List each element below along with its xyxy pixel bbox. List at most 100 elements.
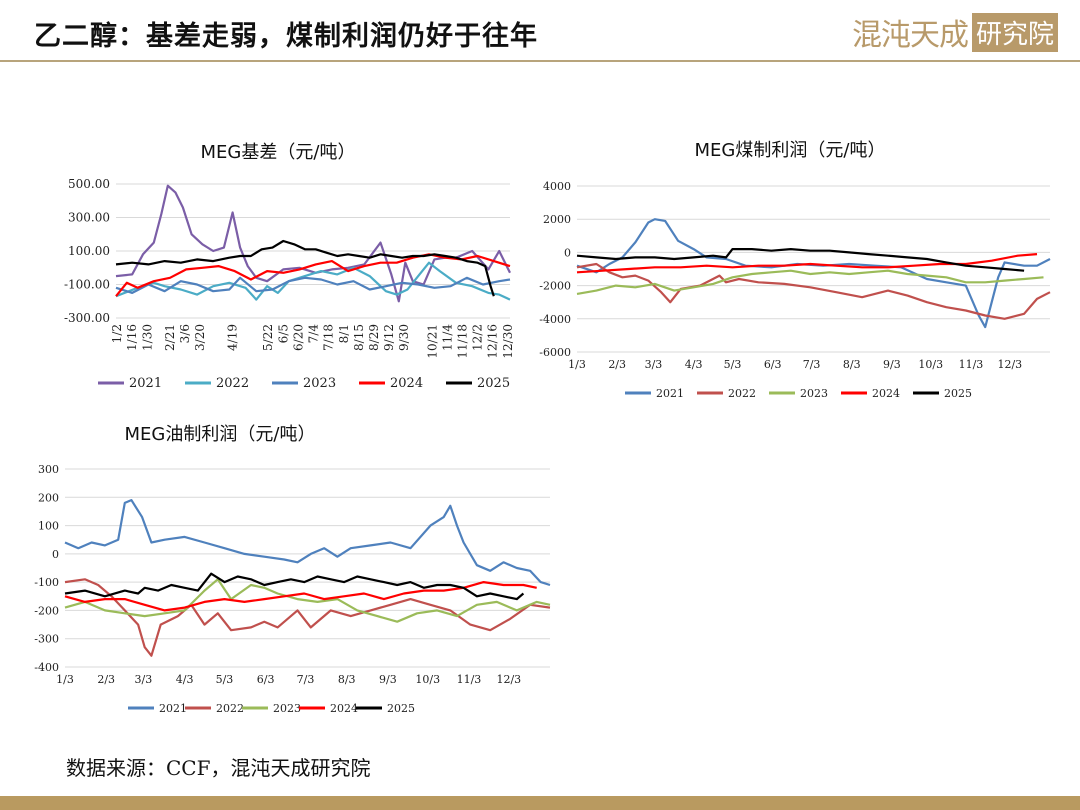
oil_profit-ytick-label: 0 [52,548,59,561]
basis-ytick-label: -300.00 [64,311,110,325]
basis-xtick-label: 7/4 [307,324,321,344]
oil_profit-series-2023 [64,578,551,623]
coal_profit-xtick-label: 12/3 [997,358,1022,371]
coal_profit-xtick-label: 11/3 [959,358,984,371]
basis-xtick-label: 12/30 [501,324,515,359]
coal_profit-ytick-label: -2000 [539,280,571,293]
oil-profit-chart: MEG油制利润（元/吨） 300 200 100 0 -100 -200 -300 -4001/… [34,424,551,715]
oil_profit-title: MEG油制利润（元/吨） [125,424,316,445]
coal_profit-legend-label-2021: 2021 [656,387,684,400]
basis-title: MEG基差（元/吨） [201,142,356,163]
coal_profit-xtick-label: 3/3 [645,358,663,371]
coal_profit-ytick-label: -4000 [539,313,571,326]
oil_profit-xtick-label: 1/3 [56,673,74,686]
oil_profit-xtick-label: 7/3 [297,673,315,686]
oil_profit-xtick-label: 3/3 [135,673,153,686]
basis-ytick-label: 100.00 [68,244,110,258]
basis-xtick-label: 11/4 [440,324,454,351]
coal_profit-legend-label-2023: 2023 [800,387,828,400]
basis-xtick-label: 6/20 [291,324,305,351]
oil_profit-ytick-label: -400 [34,661,59,674]
oil_profit-ytick-label: -200 [34,604,59,617]
basis-series-2021 [115,184,511,303]
oil_profit-ytick-label: -300 [34,633,59,646]
basis-xtick-label: 1/30 [140,324,154,351]
oil_profit-series-2024 [64,581,537,612]
basis-xtick-label: 4/19 [226,324,240,351]
coal_profit-legend-label-2022: 2022 [728,387,756,400]
coal_profit-title: MEG煤制利润（元/吨） [695,140,886,161]
oil_profit-ytick-label: 200 [38,491,59,504]
coal_profit-series-2022 [576,262,1051,320]
brand-logo: 混沌天成 研究院 [852,10,1058,54]
coal_profit-xtick-label: 6/3 [764,358,782,371]
oil_profit-xtick-label: 6/3 [257,673,275,686]
basis-xtick-label: 12/16 [486,324,500,359]
coal_profit-series-2024 [576,253,1038,274]
basis-xtick-label: 10/21 [425,324,439,359]
basis-xtick-label: 8/1 [337,324,351,343]
basis-legend-label-2024: 2024 [390,376,423,391]
coal_profit-ytick-label: 2000 [543,213,571,226]
basis-xtick-label: 9/30 [397,324,411,351]
basis-chart: MEG基差（元/吨） 500.00 300.00 100.00 -100.00 -300.… [64,142,515,391]
basis-ytick-label: 300.00 [68,211,110,225]
oil_profit-series-2022 [64,578,551,657]
oil_profit-legend-label-2021: 2021 [159,702,187,715]
logo-text: 混沌天成 [851,18,969,53]
oil_profit-series-2021 [64,499,551,587]
coal_profit-series-2025 [576,248,1025,272]
oil_profit-xtick-label: 4/3 [176,673,194,686]
coal_profit-ytick-label: 4000 [543,180,571,193]
basis-legend-label-2021: 2021 [129,376,162,391]
oil_profit-xtick-label: 9/3 [379,673,397,686]
header-divider [0,60,1080,62]
basis-xtick-label: 11/18 [456,324,470,359]
oil_profit-ytick-label: 100 [38,520,59,533]
basis-series-2024 [115,253,511,297]
basis-xtick-label: 3/20 [193,324,207,351]
basis-xtick-label: 1/16 [125,324,139,351]
coal_profit-xtick-label: 10/3 [918,358,943,371]
basis-xtick-label: 1/2 [110,324,124,343]
oil_profit-xtick-label: 11/3 [457,673,482,686]
oil_profit-series-2025 [64,572,525,601]
basis-xtick-label: 7/18 [322,324,336,351]
coal_profit-xtick-label: 1/3 [568,358,586,371]
oil_profit-xtick-label: 12/3 [496,673,521,686]
logo-badge: 研究院 [971,12,1058,52]
coal_profit-ytick-label: -6000 [539,346,571,359]
basis-xtick-label: 5/22 [261,324,275,351]
coal_profit-xtick-label: 4/3 [685,358,703,371]
basis-legend-label-2023: 2023 [303,376,336,391]
basis-series-2022 [115,261,511,301]
basis-xtick-label: 8/29 [367,324,381,351]
footer-bar [0,796,1080,810]
oil_profit-legend-label-2024: 2024 [330,702,358,715]
oil_profit-ytick-label: -100 [34,576,59,589]
coal_profit-xtick-label: 7/3 [803,358,821,371]
oil_profit-legend-label-2022: 2022 [216,702,244,715]
source-note: 数据来源：CCF，混沌天成研究院 [66,756,371,780]
basis-legend-label-2025: 2025 [477,376,510,391]
coal_profit-legend-label-2025: 2025 [944,387,972,400]
coal_profit-xtick-label: 9/3 [883,358,901,371]
basis-ytick-label: 500.00 [68,177,110,191]
coal_profit-xtick-label: 2/3 [608,358,626,371]
oil_profit-xtick-label: 2/3 [97,673,115,686]
coal_profit-ytick-label: 0 [564,246,571,259]
basis-series-2025 [115,239,495,297]
basis-xtick-label: 3/6 [178,324,192,343]
oil_profit-xtick-label: 10/3 [415,673,440,686]
oil_profit-ytick-label: 300 [38,463,59,476]
coal_profit-xtick-label: 8/3 [843,358,861,371]
oil_profit-xtick-label: 5/3 [216,673,234,686]
coal_profit-xtick-label: 5/3 [724,358,742,371]
oil_profit-xtick-label: 8/3 [338,673,356,686]
basis-xtick-label: 6/5 [276,324,290,343]
basis-xtick-label: 8/15 [352,324,366,351]
basis-xtick-label: 2/21 [163,324,177,351]
coal_profit-series-2023 [576,269,1044,295]
coal_profit-legend-label-2024: 2024 [872,387,900,400]
